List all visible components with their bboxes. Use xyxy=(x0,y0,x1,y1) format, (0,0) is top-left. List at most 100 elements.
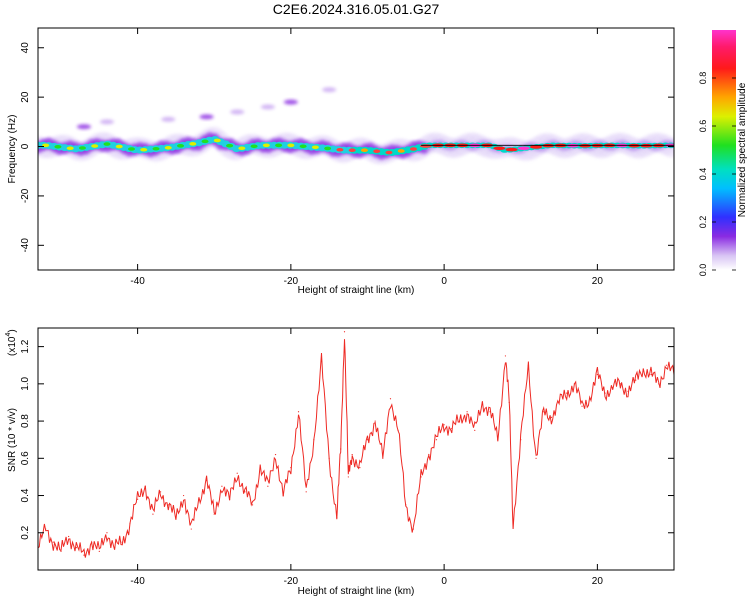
snr-point xyxy=(152,513,154,515)
spectrogram-y-axis-label: Frequency (Hz) xyxy=(7,115,18,184)
snr-marks xyxy=(38,331,674,558)
snr-point xyxy=(435,439,438,441)
snr-point xyxy=(382,457,384,459)
ridge-peak xyxy=(409,147,417,151)
ridge-peak xyxy=(54,144,62,149)
ridge-peak xyxy=(505,147,518,152)
snr-multiplier-base: (x10 xyxy=(7,336,18,356)
ridge-peak xyxy=(177,143,185,148)
colorbar: 0.0 0.2 0.4 0.6 0.8 Normalized spectral ampl… xyxy=(698,30,748,276)
snr-point xyxy=(236,472,238,474)
snr-point xyxy=(343,331,346,333)
snr-frame xyxy=(37,327,675,571)
snr-point xyxy=(144,485,146,487)
ridge-peak xyxy=(66,146,74,151)
snr-plot: -40 -20 0 20 0.2 0.4 0.6 0.8 1.0 1.2 Height of s… xyxy=(5,327,675,597)
spectrogram-frame xyxy=(37,27,675,271)
snr-point xyxy=(366,439,369,441)
ridge-peak xyxy=(324,146,332,151)
snr-point xyxy=(481,401,484,404)
page-title: C2E6.2024.316.05.01.G27 xyxy=(273,1,440,17)
ridge-peak xyxy=(91,144,99,148)
x-tick-label: 0 xyxy=(441,576,447,587)
ridge-peak xyxy=(385,150,393,155)
snr-point xyxy=(665,364,667,366)
snr-point xyxy=(313,439,315,441)
snr-point xyxy=(129,522,131,525)
snr-point xyxy=(290,467,292,469)
snr-point xyxy=(167,504,169,506)
snr-y-ticks: 0.2 0.4 0.6 0.8 1.0 1.2 xyxy=(20,339,674,540)
snr-point xyxy=(635,379,637,381)
y-tick-label: -40 xyxy=(20,238,31,253)
y-tick-label: 0.6 xyxy=(20,451,31,465)
ridge-peak xyxy=(164,145,172,150)
snr-point xyxy=(627,390,629,392)
snr-point xyxy=(98,550,100,552)
y-tick-label: 0.4 xyxy=(20,488,31,502)
snr-point xyxy=(527,364,530,366)
ridge-peak xyxy=(397,149,405,153)
snr-point xyxy=(305,491,307,493)
ridge-peak xyxy=(140,147,148,152)
snr-point xyxy=(328,457,330,459)
snr-point xyxy=(52,541,54,543)
snr-point xyxy=(550,416,552,418)
snr-point xyxy=(297,411,300,413)
snr-point xyxy=(405,504,407,506)
ridge-peak xyxy=(262,143,270,148)
ridge-peak xyxy=(530,145,543,149)
snr-point xyxy=(91,541,93,543)
snr-point xyxy=(619,383,621,385)
snr-point xyxy=(267,485,269,487)
snr-point xyxy=(121,541,123,543)
snr-point xyxy=(497,439,499,441)
snr-multiplier-exponent: 4 xyxy=(5,333,12,337)
ridge-peak xyxy=(115,144,123,149)
colorbar-gradient xyxy=(712,30,736,270)
y-tick-label: 0 xyxy=(20,143,31,149)
snr-point xyxy=(508,401,510,404)
snr-point xyxy=(458,420,461,422)
ridge-peak xyxy=(250,144,258,149)
snr-point xyxy=(137,498,139,500)
ridge-peak xyxy=(517,146,530,151)
snr-point xyxy=(566,392,568,394)
ridge-peak xyxy=(493,146,506,151)
ridge-peak xyxy=(275,143,283,148)
snr-point xyxy=(420,476,422,478)
ridge-peak xyxy=(579,143,592,148)
snr-point xyxy=(443,424,445,426)
secondary-ridge-blob xyxy=(199,114,214,120)
snr-point xyxy=(244,491,246,493)
snr-point xyxy=(274,453,277,456)
x-tick-label: 20 xyxy=(592,276,604,287)
x-tick-label: -20 xyxy=(284,576,299,587)
snr-point xyxy=(581,405,583,407)
snr-point xyxy=(60,550,62,552)
y-tick-label: 0.2 xyxy=(20,525,31,539)
ridge-peak xyxy=(78,146,86,150)
snr-point xyxy=(573,383,575,385)
snr-point xyxy=(160,491,162,493)
snr-point xyxy=(642,368,644,370)
snr-point xyxy=(182,494,185,497)
ridge-peak xyxy=(299,144,307,149)
snr-point xyxy=(604,392,606,394)
snr-point xyxy=(658,383,660,385)
snr-point xyxy=(535,457,537,459)
ridge-peak xyxy=(373,149,381,154)
x-tick-label: -20 xyxy=(284,276,299,287)
y-tick-label: 20 xyxy=(20,91,31,103)
x-tick-label: -40 xyxy=(130,576,145,587)
snr-point xyxy=(466,411,468,413)
secondary-ridge-blob xyxy=(322,87,337,93)
secondary-ridge-blob xyxy=(161,116,176,122)
snr-point xyxy=(428,453,430,456)
y-tick-label: 40 xyxy=(20,42,31,54)
snr-point xyxy=(543,411,545,413)
spectrogram-x-axis-label: Height of straight line (km) xyxy=(298,285,415,296)
ridge-peak xyxy=(640,143,653,148)
snr-point xyxy=(412,528,415,530)
